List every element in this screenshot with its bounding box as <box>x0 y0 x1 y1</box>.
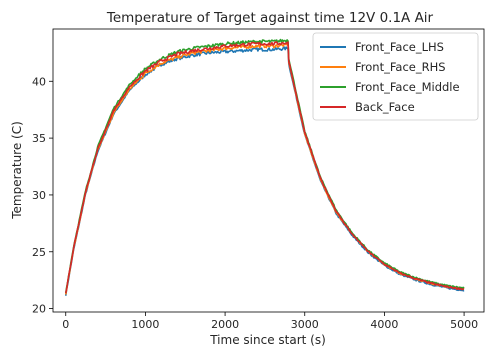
series-layer <box>64 38 465 296</box>
y-tick-label: 30 <box>32 189 46 202</box>
x-tick-label: 1000 <box>131 318 159 331</box>
x-tick-label: 2000 <box>211 318 239 331</box>
legend-label: Front_Face_Middle <box>355 80 460 94</box>
y-tick-label: 40 <box>32 75 46 88</box>
x-axis: 0 1000 2000 3000 4000 5000 <box>62 312 478 331</box>
y-axis-label: Temperature (C) <box>10 121 24 220</box>
y-tick-label: 20 <box>32 303 46 316</box>
legend-label: Front_Face_RHS <box>355 60 446 74</box>
x-tick-label: 4000 <box>370 318 398 331</box>
y-tick-label: 25 <box>32 246 46 259</box>
y-tick-label: 35 <box>32 132 46 145</box>
series-line-back-face <box>64 41 465 294</box>
y-axis: 20 25 30 35 40 <box>32 75 53 316</box>
x-tick-label: 5000 <box>450 318 478 331</box>
plot-frame <box>52 28 485 313</box>
x-tick-label: 0 <box>62 318 69 331</box>
x-axis-label: Time since start (s) <box>209 333 326 347</box>
legend-box <box>312 32 479 121</box>
chart-title: Temperature of Target against time 12V 0… <box>106 10 434 26</box>
legend-label: Back_Face <box>355 100 415 114</box>
legend: Front_Face_LHS Front_Face_RHS Front_Face_M… <box>312 32 479 121</box>
x-tick-label: 3000 <box>291 318 319 331</box>
legend-label: Front_Face_LHS <box>355 40 444 54</box>
